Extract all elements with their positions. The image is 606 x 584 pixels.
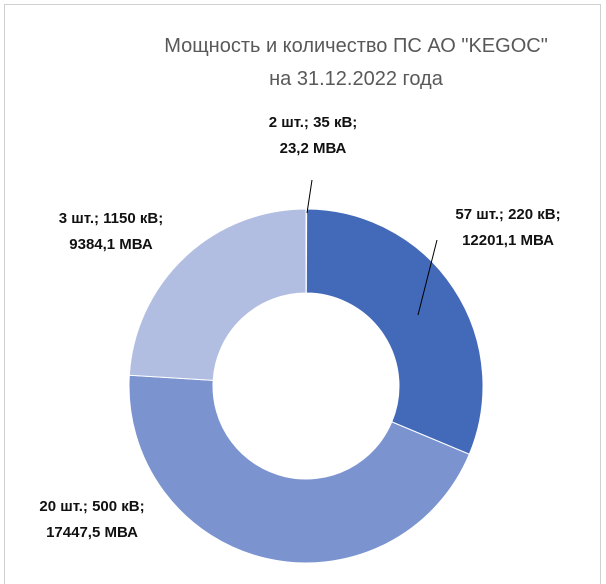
leader-line [306,179,313,214]
data-label: 3 шт.; 1150 кВ; 9384,1 МВА [58,210,164,253]
data-label: 57 шт.; 220 кВ; 12201,1 МВА [455,206,561,249]
chart-title: Мощность и количество ПС АО "KEGOC" [164,35,548,57]
data-label: 2 шт.; 35 кВ; 23,2 МВА [268,114,358,157]
donut-slice [128,374,470,564]
data-label: 20 шт.; 500 кВ; 17447,5 МВА [39,498,145,541]
donut-slice [128,208,307,381]
slices [128,208,484,564]
donut-slice [305,208,484,455]
chart-title: на 31.12.2022 года [269,68,444,90]
frame [4,4,601,584]
leader-line [417,239,438,316]
